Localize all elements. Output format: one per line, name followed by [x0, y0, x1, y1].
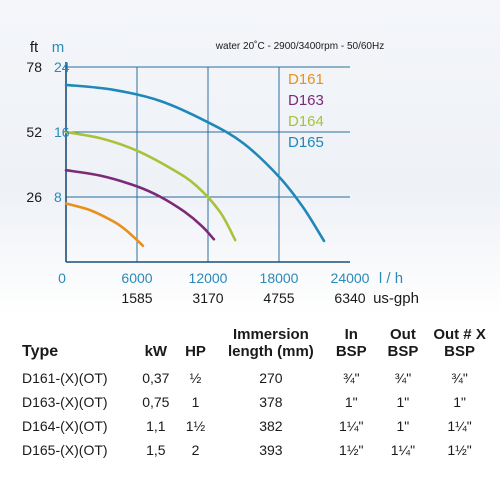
x-unit-lh: l / h	[379, 270, 403, 287]
legend-d163: D163	[288, 92, 324, 109]
y-tick-label-ft: 26	[26, 189, 42, 205]
table-cell: D161-(X)(OT)	[22, 370, 108, 386]
x-tick-label: 6000	[121, 270, 152, 286]
y-unit-ft: ft	[30, 39, 39, 56]
table-cell: 0,37	[142, 370, 170, 386]
y-tick-label-m: 16	[54, 124, 70, 140]
table-header-row: Type kW HP Immersion length (mm) In BSP Out B…	[20, 326, 490, 366]
table-cell: 1¼"	[339, 418, 364, 434]
table-cell: ¾"	[451, 370, 468, 386]
table-cell: 1"	[453, 394, 466, 410]
y-tick-label-ft: 78	[26, 59, 42, 75]
table-cell: 1,5	[146, 442, 166, 458]
table-cell: 1½"	[447, 442, 472, 458]
y-tick-label-m: 8	[54, 189, 62, 205]
curve-d161	[64, 202, 145, 248]
x-tick-label-alt: 3170	[192, 290, 223, 306]
table-header-cell: kW	[144, 343, 168, 360]
x-tick-label-alt: 6340	[334, 290, 365, 306]
table-header-cell: In BSP	[335, 326, 367, 360]
table-cell: 1½	[185, 418, 206, 434]
table-header-cell: HP	[185, 343, 206, 360]
chart-axes	[65, 62, 350, 263]
table-header-cell: Out # X BSP	[433, 326, 486, 360]
table-row: D161-(X)(OT) 0,37 ½ 270 ¾" ¾" ¾"	[20, 366, 490, 390]
table-cell: 2	[191, 442, 200, 458]
x-tick-label-alt: 4755	[263, 290, 294, 306]
table-body: D161-(X)(OT) 0,37 ½ 270 ¾" ¾" ¾" D163-(X)(OT) 0,…	[20, 366, 490, 462]
table-cell: 1½"	[339, 442, 364, 458]
pump-spec-table: Type kW HP Immersion length (mm) In BSP Out B…	[20, 326, 490, 462]
table-cell: 1"	[396, 394, 410, 410]
pump-performance-chart: 0 6000 12000 18000 24000 1585 3170 4755 6340 26 52…	[26, 39, 419, 307]
table-cell: D165-(X)(OT)	[22, 442, 108, 458]
curve-d165	[64, 83, 326, 243]
table-cell: 393	[259, 442, 283, 458]
table-row: D165-(X)(OT) 1,5 2 393 1½" 1¼" 1½"	[20, 438, 490, 462]
x-tick-label: 18000	[260, 270, 299, 286]
pump-curves	[64, 83, 326, 248]
y-tick-label-ft: 52	[26, 124, 42, 140]
table-header-cell: Immersion length (mm)	[227, 326, 314, 360]
legend-d165: D165	[288, 134, 324, 151]
curve-d163	[64, 168, 216, 241]
x-tick-label: 24000	[331, 270, 370, 286]
table-cell: 382	[259, 418, 283, 434]
table-cell: ¾"	[394, 370, 412, 386]
table-cell: ¾"	[342, 370, 360, 386]
table-cell: 270	[259, 370, 283, 386]
table-cell: D164-(X)(OT)	[22, 418, 108, 434]
chart-legend: D161 D163 D164 D165	[288, 71, 324, 151]
curve-d164	[64, 130, 237, 242]
tick-labels: 0 6000 12000 18000 24000 1585 3170 4755 6340 26 52…	[26, 59, 369, 306]
table-row: D164-(X)(OT) 1,1 1½ 382 1¼" 1" 1¼"	[20, 414, 490, 438]
table-cell: 1,1	[146, 418, 166, 434]
legend-d161: D161	[288, 71, 324, 88]
table-header-cell: Out BSP	[387, 326, 419, 360]
table-header-cell: Type	[22, 343, 59, 360]
table-cell: 1	[191, 394, 200, 410]
table-cell: ½	[189, 370, 202, 386]
origin-tick-label: 0	[58, 270, 66, 286]
x-tick-label-alt: 1585	[121, 290, 152, 306]
y-tick-label-m: 24	[54, 59, 70, 75]
table-cell: 0,75	[142, 394, 170, 410]
table-cell: D163-(X)(OT)	[22, 394, 108, 410]
legend-d164: D164	[288, 113, 324, 130]
table-cell: 1"	[396, 418, 410, 434]
table-cell: 1¼"	[390, 442, 416, 458]
table-cell: 1¼"	[447, 418, 472, 434]
x-unit-usgph: us-gph	[373, 290, 419, 307]
chart-title: water 20˚C - 2900/3400rpm - 50/60Hz	[215, 40, 384, 52]
table-cell: 1"	[344, 394, 358, 410]
table-row: D163-(X)(OT) 0,75 1 378 1" 1" 1"	[20, 390, 490, 414]
table-cell: 378	[259, 394, 283, 410]
x-tick-label: 12000	[189, 270, 228, 286]
y-unit-m: m	[52, 39, 65, 56]
